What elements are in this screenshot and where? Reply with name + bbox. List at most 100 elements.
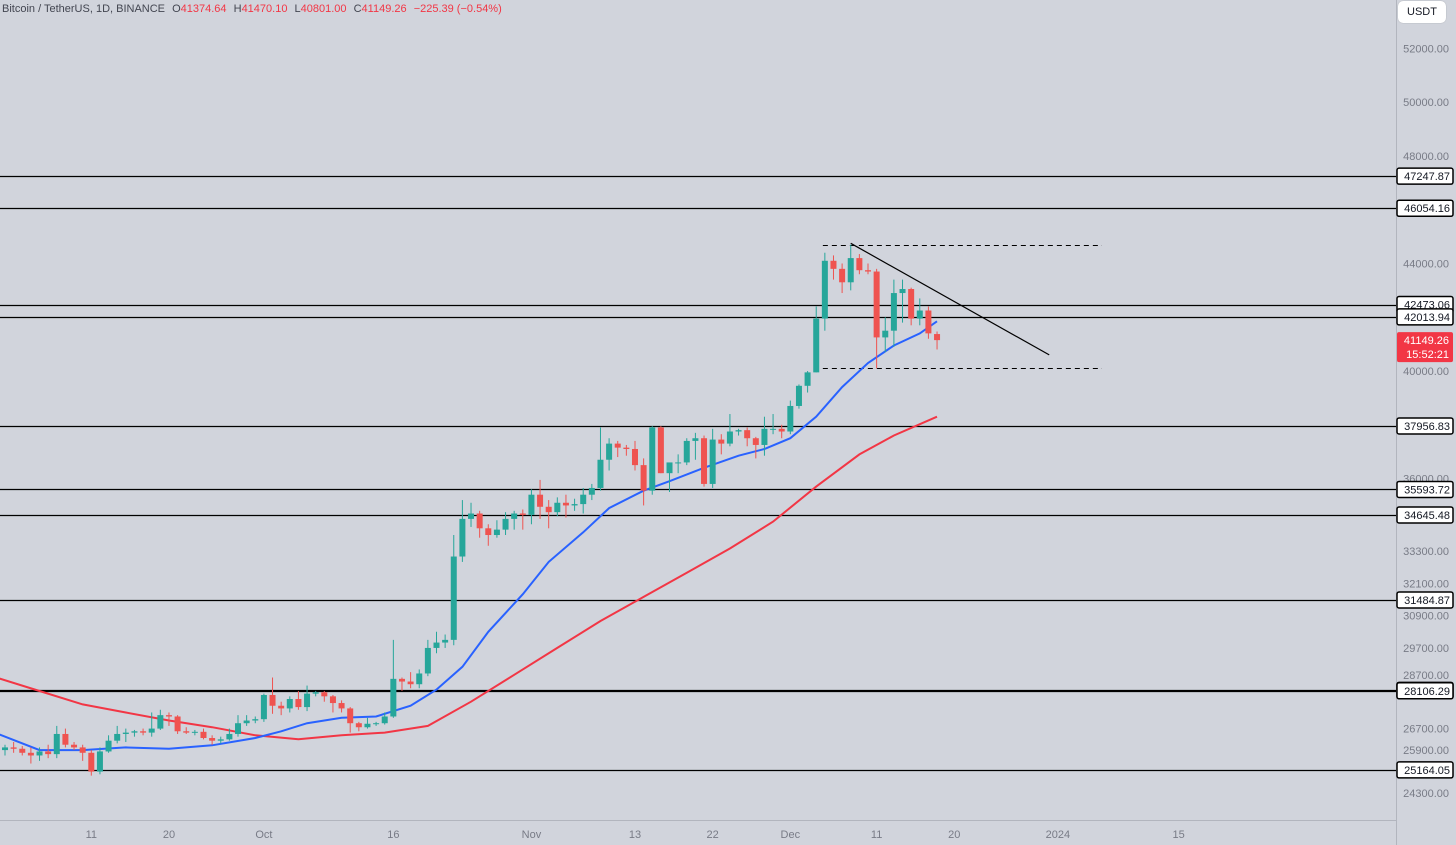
candle[interactable]: [252, 716, 259, 724]
candle[interactable]: [795, 384, 802, 409]
candle[interactable]: [718, 434, 725, 455]
candle[interactable]: [925, 306, 932, 339]
candle[interactable]: [606, 438, 613, 471]
candle[interactable]: [390, 639, 397, 718]
candle[interactable]: [226, 728, 233, 741]
candle[interactable]: [321, 690, 328, 702]
candle[interactable]: [122, 728, 129, 743]
candle[interactable]: [165, 712, 172, 726]
candle[interactable]: [666, 462, 673, 492]
candle[interactable]: [485, 524, 492, 546]
candle[interactable]: [304, 685, 311, 712]
candle[interactable]: [416, 669, 423, 689]
candle[interactable]: [735, 428, 742, 436]
candle[interactable]: [934, 331, 941, 350]
candle[interactable]: [2, 744, 8, 756]
candle[interactable]: [157, 709, 164, 730]
candle[interactable]: [295, 690, 302, 710]
candle[interactable]: [847, 244, 854, 291]
candle[interactable]: [493, 520, 500, 538]
candle[interactable]: [726, 414, 733, 447]
candle[interactable]: [588, 483, 595, 501]
candle[interactable]: [450, 535, 457, 646]
candle[interactable]: [148, 712, 155, 737]
candle[interactable]: [873, 268, 880, 369]
candle[interactable]: [554, 497, 561, 517]
candle[interactable]: [200, 728, 207, 740]
candle[interactable]: [88, 750, 95, 776]
candle[interactable]: [338, 700, 345, 713]
candle[interactable]: [597, 427, 604, 491]
candle[interactable]: [174, 715, 181, 734]
candle[interactable]: [260, 693, 267, 722]
candle[interactable]: [631, 440, 638, 471]
candle[interactable]: [770, 414, 777, 435]
candle[interactable]: [191, 729, 198, 736]
candle[interactable]: [131, 729, 138, 737]
candle[interactable]: [623, 444, 630, 456]
candle[interactable]: [890, 279, 897, 347]
candle[interactable]: [312, 690, 319, 697]
candle[interactable]: [761, 416, 768, 456]
candle[interactable]: [286, 696, 293, 713]
candle[interactable]: [744, 427, 751, 447]
candle[interactable]: [71, 742, 78, 751]
candle[interactable]: [709, 428, 716, 488]
candle[interactable]: [105, 735, 112, 753]
candle[interactable]: [813, 306, 820, 373]
candle[interactable]: [347, 707, 354, 733]
candle[interactable]: [502, 512, 509, 536]
currency-button[interactable]: USDT: [1398, 1, 1446, 23]
trendline[interactable]: [850, 242, 1050, 356]
candle[interactable]: [468, 502, 475, 527]
candle[interactable]: [821, 252, 828, 331]
candle[interactable]: [183, 727, 190, 734]
candle[interactable]: [407, 672, 414, 689]
candle[interactable]: [96, 747, 103, 775]
candle[interactable]: [519, 509, 526, 530]
candle[interactable]: [19, 746, 26, 756]
candle[interactable]: [140, 728, 147, 736]
candle[interactable]: [657, 426, 664, 474]
candle[interactable]: [476, 510, 483, 538]
candle[interactable]: [381, 712, 388, 725]
candle[interactable]: [433, 631, 440, 654]
candle[interactable]: [778, 424, 785, 439]
candle[interactable]: [27, 747, 34, 764]
candle[interactable]: [459, 500, 466, 562]
candle[interactable]: [692, 432, 699, 460]
candle[interactable]: [882, 317, 889, 353]
candle[interactable]: [640, 458, 647, 506]
candle[interactable]: [614, 440, 621, 458]
candle[interactable]: [329, 694, 336, 713]
candle[interactable]: [398, 677, 405, 691]
candle[interactable]: [856, 254, 863, 275]
candle[interactable]: [787, 400, 794, 435]
candle[interactable]: [537, 479, 544, 519]
candle[interactable]: [442, 634, 449, 648]
candle[interactable]: [243, 715, 250, 726]
candle[interactable]: [217, 736, 224, 744]
candle[interactable]: [364, 717, 371, 729]
candle[interactable]: [865, 263, 871, 275]
candle[interactable]: [10, 742, 17, 753]
candle[interactable]: [528, 489, 535, 525]
candle[interactable]: [114, 725, 121, 744]
candle[interactable]: [36, 747, 43, 761]
candle[interactable]: [424, 639, 431, 677]
candle[interactable]: [235, 715, 242, 737]
candle[interactable]: [511, 510, 518, 530]
candle[interactable]: [79, 744, 86, 761]
candle[interactable]: [571, 498, 578, 511]
candle[interactable]: [916, 298, 923, 326]
candle[interactable]: [908, 287, 915, 326]
candle[interactable]: [209, 735, 216, 745]
candle[interactable]: [545, 500, 552, 529]
candle[interactable]: [580, 487, 587, 514]
candle[interactable]: [701, 435, 708, 487]
candle[interactable]: [269, 677, 276, 714]
candle[interactable]: [839, 263, 846, 294]
candle[interactable]: [355, 721, 362, 732]
candle[interactable]: [899, 279, 906, 323]
